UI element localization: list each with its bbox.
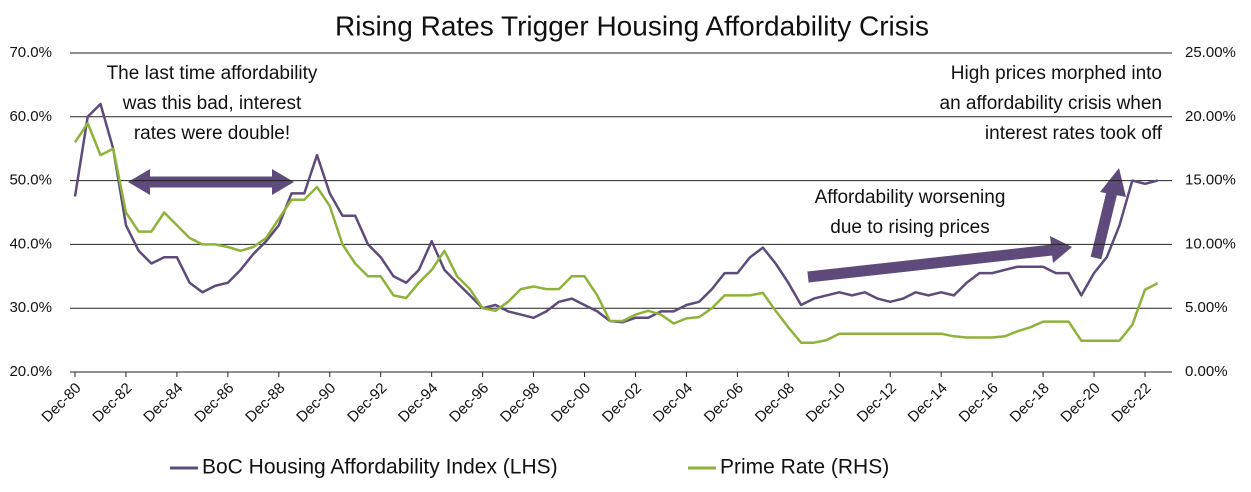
x-tick-label: Dec-84 (140, 380, 186, 426)
x-tick-label: Dec-12 (854, 380, 900, 426)
y-tick-label: 50.0% (9, 172, 52, 189)
annotation: interest rates took off (985, 123, 1163, 144)
annotation: Affordability worsening (815, 187, 1006, 208)
arrow (1090, 190, 1118, 260)
x-tick-label: Dec-08 (752, 380, 798, 426)
x-tick-label: Dec-82 (89, 380, 135, 426)
y2-tick-label: 0.00% (1185, 363, 1228, 380)
arrow (807, 244, 1053, 283)
annotation: rates were double! (134, 123, 290, 144)
x-tick-label: Dec-90 (293, 380, 339, 426)
arrows (128, 168, 1126, 283)
x-tick-label: Dec-14 (905, 380, 951, 426)
y-tick-label: 70.0% (9, 44, 52, 61)
x-tick-label: Dec-16 (956, 380, 1002, 426)
x-tick-label: Dec-20 (1057, 380, 1103, 426)
y-tick-label: 40.0% (9, 235, 52, 252)
legend-label: Prime Rate (RHS) (720, 456, 889, 479)
y-tick-label: 60.0% (9, 108, 52, 125)
annotation: due to rising prices (830, 217, 989, 238)
x-tick-label: Dec-06 (701, 380, 747, 426)
arrow-head (1100, 168, 1126, 197)
x-tick-label: Dec-92 (344, 380, 390, 426)
x-tick-label: Dec-18 (1007, 380, 1053, 426)
arrow-head (272, 169, 294, 195)
annotation: The last time affordability (107, 63, 318, 84)
annotation: an affordability crisis when (940, 93, 1162, 114)
y2-tick-label: 20.00% (1185, 108, 1236, 125)
y-tick-label: 30.0% (9, 299, 52, 316)
x-tick-label: Dec-88 (242, 380, 288, 426)
y2-tick-label: 25.00% (1185, 44, 1236, 61)
annotation: was this bad, interest (122, 93, 302, 114)
chart-title: Rising Rates Trigger Housing Affordabili… (335, 10, 929, 41)
y2-tick-label: 5.00% (1185, 299, 1228, 316)
x-tick-label: Dec-22 (1108, 380, 1154, 426)
x-tick-label: Dec-86 (191, 380, 237, 426)
x-tick-label: Dec-80 (38, 380, 84, 426)
x-tick-label: Dec-02 (599, 380, 645, 426)
y2-tick-label: 10.00% (1185, 235, 1236, 252)
series-line (73, 121, 1159, 344)
y2-tick-label: 15.00% (1185, 172, 1236, 189)
x-tick-label: Dec-96 (446, 380, 492, 426)
x-tick-label: Dec-00 (548, 380, 594, 426)
x-tick-label: Dec-04 (650, 380, 696, 426)
arrow-head (1050, 236, 1072, 263)
x-tick-label: Dec-98 (497, 380, 543, 426)
x-tick-label: Dec-10 (803, 380, 849, 426)
legend-label: BoC Housing Affordability Index (LHS) (202, 456, 558, 479)
x-tick-label: Dec-94 (395, 380, 441, 426)
annotation: High prices morphed into (951, 63, 1162, 84)
arrow-head (128, 169, 150, 195)
y-tick-label: 20.0% (9, 363, 52, 380)
